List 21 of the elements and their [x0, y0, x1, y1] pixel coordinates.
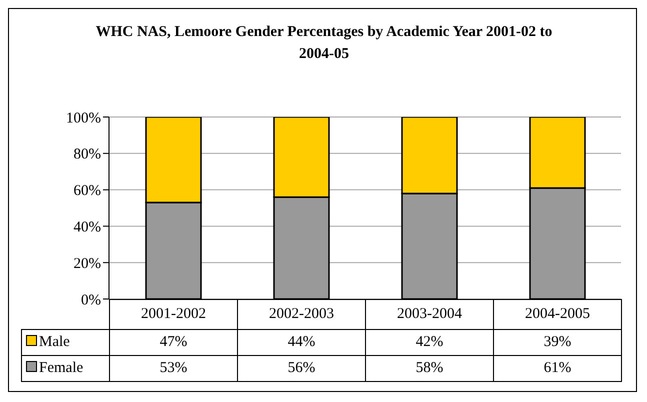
chart-title: WHC NAS, Lemoore Gender Percentages by Academic Year 2001-02 to 2004-05: [94, 23, 554, 64]
data-label: 53%: [110, 356, 238, 382]
legend-label: Female: [22, 356, 110, 382]
x-tick-label: 2002-2003: [238, 300, 366, 330]
legend-label: Male: [22, 330, 110, 356]
data-label: 47%: [110, 330, 238, 356]
x-tick-label: 2001-2002: [110, 300, 238, 330]
data-label: 56%: [238, 356, 366, 382]
y-tick-label: 20%: [74, 256, 101, 272]
x-tick-label: 2003-2004: [366, 300, 494, 330]
y-tick-label: 0%: [81, 292, 101, 308]
y-tick-label: 60%: [74, 183, 101, 200]
data-label: 61%: [494, 356, 622, 382]
data-label: 58%: [366, 356, 494, 382]
x-tick-label: 2004-2005: [494, 300, 622, 330]
data-label: 42%: [366, 330, 494, 356]
y-tick-label: 100%: [66, 110, 101, 126]
y-tick-label: 40%: [74, 220, 101, 236]
y-tick-label: 80%: [74, 146, 101, 163]
data-label: 44%: [238, 330, 366, 356]
data-label: 39%: [494, 330, 622, 356]
